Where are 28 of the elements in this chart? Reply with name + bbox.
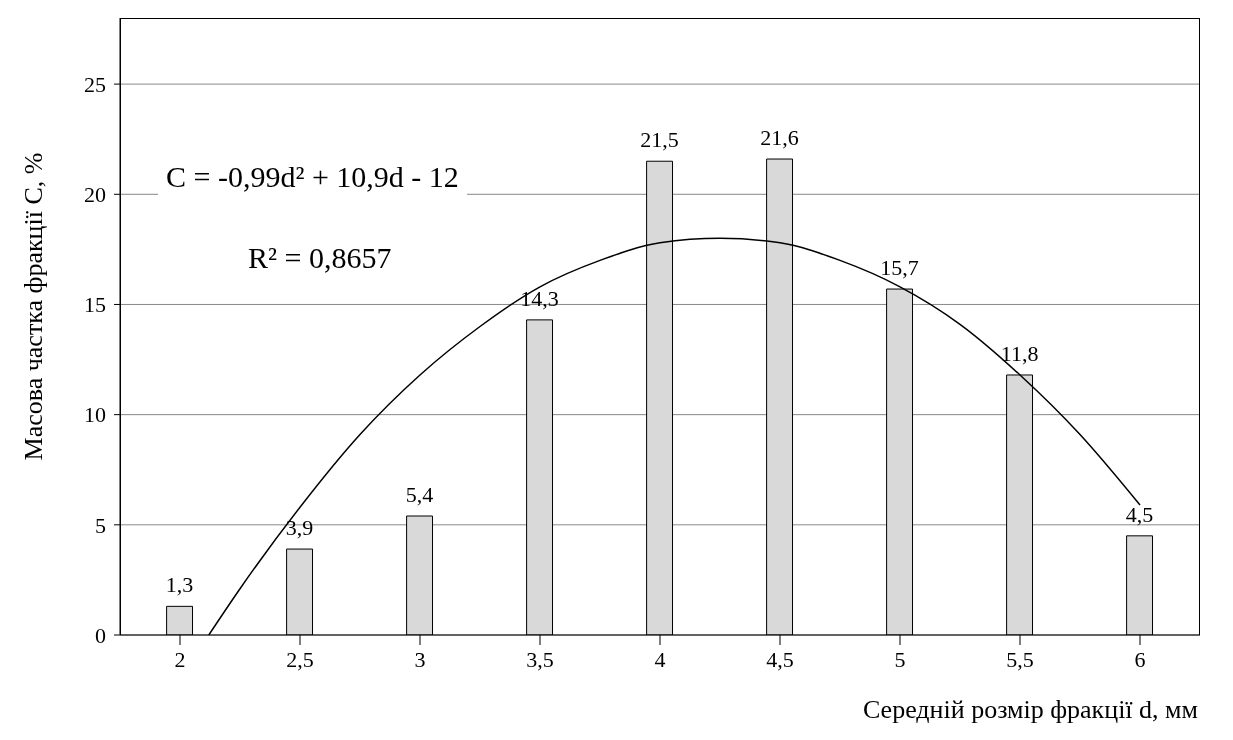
x-tick-label: 6	[1134, 646, 1146, 672]
x-tick-label: 5,5	[1006, 646, 1034, 672]
y-tick-label: 20	[84, 182, 106, 208]
annotation: C = -0,99d² + 10,9d - 12	[158, 155, 467, 199]
data-label: 14,3	[520, 285, 559, 311]
x-tick-label: 3,5	[526, 646, 554, 672]
x-tick-label: 2,5	[286, 646, 314, 672]
y-tick-label: 10	[84, 402, 106, 428]
x-tick-label: 3	[414, 646, 426, 672]
y-tick-label: 5	[95, 512, 106, 538]
x-tick-label: 4,5	[766, 646, 794, 672]
y-tick-label: 15	[84, 292, 106, 318]
y-axis-title: Масова частка фракції С, %	[19, 152, 48, 461]
x-tick-label: 5	[894, 646, 906, 672]
data-label: 1,3	[165, 572, 194, 598]
y-tick-label: 0	[95, 622, 106, 648]
data-label: 11,8	[1000, 340, 1039, 366]
x-axis-title: Середній розмір фракції d, мм	[862, 695, 1198, 724]
x-tick-label: 4	[654, 646, 666, 672]
data-label: 5,4	[405, 482, 434, 508]
x-tick-label: 2	[174, 646, 186, 672]
data-label: 21,6	[760, 125, 799, 151]
data-label: 3,9	[285, 515, 314, 541]
data-label: 21,5	[640, 127, 679, 153]
annotation: R² = 0,8657	[248, 240, 392, 276]
data-label: 4,5	[1125, 501, 1154, 527]
y-tick-label: 25	[84, 71, 106, 97]
data-label: 15,7	[880, 255, 919, 281]
